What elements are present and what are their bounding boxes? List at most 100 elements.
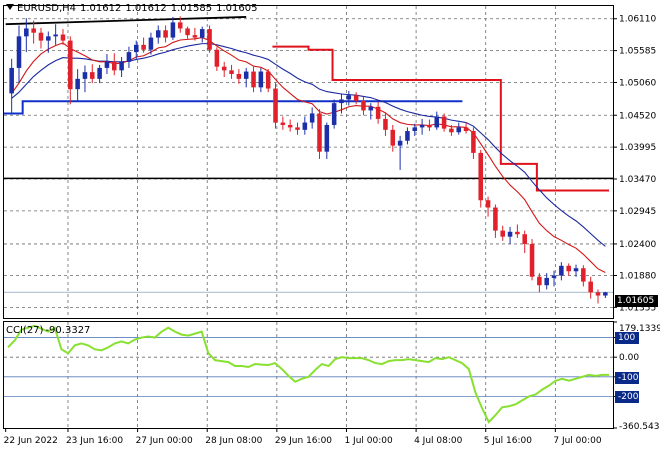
candle-body (287, 124, 293, 128)
candle-body (229, 70, 234, 74)
price-tick-label: 1.03470 (619, 175, 656, 185)
candle-body (104, 61, 110, 68)
price-axis: 1.06110 1.05585 1.05060 1.04520 1.03995 1.034… (613, 15, 656, 313)
price-tick-label: 1.03995 (619, 143, 656, 153)
low-value: 1.01585 (170, 3, 213, 14)
time-axis: 22 Jun 2022 23 Jun 16:00 27 Jun 00:00 28 Ju… (4, 428, 602, 446)
time-tick-label: 23 Jun 16:00 (66, 436, 123, 446)
candle-body (46, 36, 51, 41)
cci-level-tag-minus100: -100 (615, 372, 639, 384)
cci-level-tag-minus200: -200 (615, 391, 639, 403)
fast-moving-average (11, 36, 606, 273)
candle-body (60, 34, 66, 41)
candle-body (463, 127, 469, 132)
candle-body (185, 28, 190, 36)
time-tick-label: 7 Jul 00:00 (553, 436, 602, 446)
slow-moving-average (11, 43, 606, 247)
candle-body (581, 268, 586, 282)
cci-level-tag-100: 100 (615, 332, 639, 344)
cci-levels (4, 337, 613, 397)
candle-body (119, 61, 124, 71)
candle-body (214, 49, 220, 67)
candle-body (155, 30, 161, 38)
candle-body (361, 100, 366, 111)
cci-tick-label: -360.5439 (619, 422, 660, 432)
candle-body (346, 95, 352, 100)
price-tick-label: 1.02400 (619, 240, 656, 250)
price-tick-label: 1.05585 (619, 47, 656, 57)
candle-body (258, 71, 264, 88)
candle-body (551, 275, 557, 278)
candle-body (68, 40, 73, 90)
candle-body (449, 128, 454, 133)
candle-body (133, 44, 139, 53)
candle-body (485, 200, 491, 208)
candle-body (412, 127, 418, 132)
time-tick-label: 28 Jun 08:00 (205, 436, 262, 446)
candle-body (537, 276, 542, 286)
candle-body (603, 292, 608, 296)
candle-body (273, 88, 278, 123)
candle-body (221, 66, 227, 71)
candle-body (24, 28, 29, 37)
symbol-label: EURUSD,H4 (17, 3, 77, 14)
candle-body (16, 36, 22, 68)
candle-body (243, 71, 249, 79)
candle-body (588, 281, 593, 293)
candle-body (353, 95, 359, 101)
candle-body (529, 243, 535, 277)
candle-body (90, 72, 95, 79)
cci-tick-label: 179.1339 (619, 324, 660, 334)
time-tick-label: 22 Jun 2022 (4, 436, 58, 446)
candle-body (295, 127, 300, 130)
time-tick-label: 29 Jun 16:00 (275, 436, 332, 446)
candle-body (126, 52, 132, 62)
candle-body (383, 118, 388, 130)
candle-body (471, 131, 476, 153)
candle-body (493, 207, 498, 231)
candle-body (419, 124, 425, 128)
candle-body (573, 268, 579, 272)
candle-body (339, 99, 344, 104)
candle-body (141, 44, 146, 50)
candle-body (515, 231, 520, 235)
candle-body (75, 78, 80, 90)
candle-body (112, 61, 117, 71)
candle-body (456, 127, 462, 133)
grid (4, 6, 613, 428)
candle-body (405, 131, 410, 141)
cci-line (7, 324, 609, 424)
candle-body (97, 67, 102, 79)
time-tick-label: 27 Jun 00:00 (136, 436, 193, 446)
price-tick-label: 1.01355 (619, 303, 656, 313)
candle-body (207, 29, 212, 50)
candle-body (31, 28, 36, 33)
candle-body (199, 29, 205, 38)
channel-upper-line (272, 45, 609, 192)
candle-body (595, 292, 601, 296)
candle-body (566, 265, 571, 272)
candle-body (236, 73, 242, 79)
price-tick-label: 1.04520 (619, 111, 656, 121)
candle-body (317, 113, 322, 152)
candle-body (441, 116, 447, 129)
time-tick-label: 5 Jul 16:00 (484, 436, 533, 446)
cci-header: CCI(27) -90.3327 (6, 325, 92, 336)
channel-lower-line (4, 100, 463, 115)
candle-body (478, 152, 484, 201)
candle-body (331, 103, 337, 125)
candle-body (280, 122, 286, 125)
high-value: 1.01612 (125, 3, 167, 14)
candle-body (302, 122, 308, 130)
candle-body (500, 230, 505, 237)
trendline (5, 16, 247, 26)
current-price-tag: 1.01605 (615, 295, 658, 307)
candle-body (522, 234, 527, 244)
candle-body (251, 71, 256, 88)
collapse-triangle-icon[interactable] (6, 4, 14, 10)
candle-body (434, 116, 440, 128)
candle-body (309, 113, 315, 123)
time-tick-label: 1 Jul 00:00 (344, 436, 393, 446)
indicator-overlays (4, 16, 613, 293)
